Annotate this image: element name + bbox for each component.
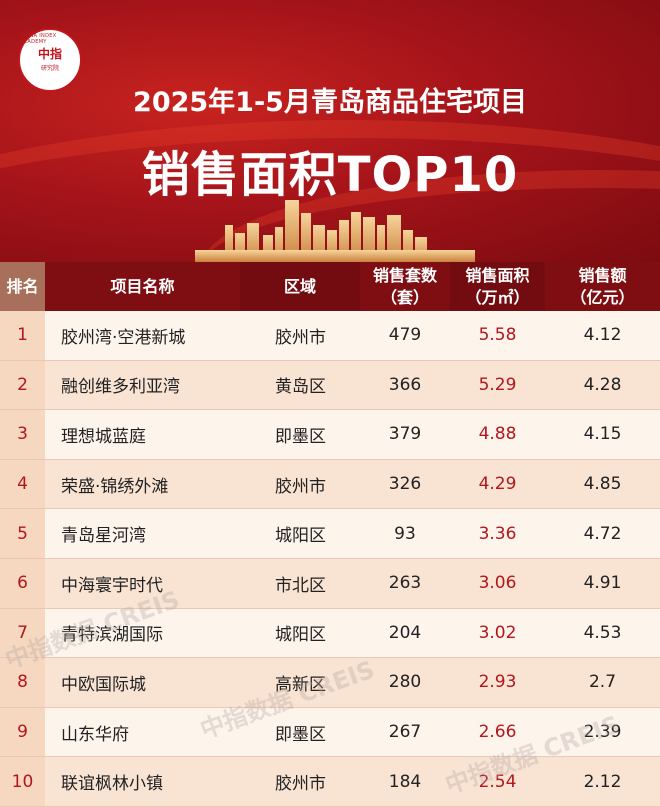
table-row: 5 青岛星河湾 城阳区 93 3.36 4.72 bbox=[0, 509, 660, 559]
sales-cell: 4.53 bbox=[583, 622, 622, 643]
units-cell: 479 bbox=[388, 325, 422, 346]
project-name-cell: 融创维多利亚湾 bbox=[61, 377, 180, 398]
banner: CHINA INDEX ACADEMY 中指 研究院 2025年1-5月青岛商品… bbox=[0, 0, 660, 262]
units-cell: 379 bbox=[388, 424, 422, 445]
sales-cell: 4.91 bbox=[583, 573, 622, 594]
sales-cell: 4.85 bbox=[583, 474, 622, 495]
project-name-cell: 联谊枫林小镇 bbox=[61, 774, 163, 795]
table-row: 3 理想城蓝庭 即墨区 379 4.88 4.15 bbox=[0, 410, 660, 460]
sales-cell: 4.12 bbox=[583, 325, 622, 346]
district-cell: 高新区 bbox=[275, 674, 326, 695]
rank-cell: 9 bbox=[0, 707, 45, 757]
area-cell: 2.54 bbox=[478, 771, 517, 792]
title-line2: 销售面积TOP10 bbox=[141, 147, 519, 203]
district-cell: 即墨区 bbox=[275, 426, 326, 447]
rank-cell: 10 bbox=[0, 757, 45, 806]
units-cell: 267 bbox=[388, 722, 422, 743]
area-cell: 4.29 bbox=[478, 474, 517, 495]
ranking-table: 排名 项目名称 区域 销售套数 （套） 销售面积 （万㎡） 销售额 （亿元） 1… bbox=[0, 262, 660, 807]
sales-cell: 2.7 bbox=[588, 672, 617, 693]
table-row: 7 青特滨湖国际 城阳区 204 3.02 4.53 bbox=[0, 608, 660, 659]
area-cell: 3.06 bbox=[478, 573, 517, 594]
district-cell: 胶州市 bbox=[275, 327, 326, 348]
area-cell: 4.88 bbox=[478, 424, 517, 445]
logo: CHINA INDEX ACADEMY 中指 研究院 bbox=[18, 28, 82, 92]
units-cell: 204 bbox=[388, 622, 422, 643]
header-units: 销售套数 （套） bbox=[360, 262, 450, 311]
units-cell: 280 bbox=[388, 672, 422, 693]
district-cell: 胶州市 bbox=[275, 774, 326, 795]
project-name-cell: 山东华府 bbox=[61, 724, 129, 745]
district-cell: 胶州市 bbox=[275, 476, 326, 497]
table-row: 10 联谊枫林小镇 胶州市 184 2.54 2.12 bbox=[0, 757, 660, 807]
logo-sub: 研究院 bbox=[40, 65, 59, 72]
table-row: 9 山东华府 即墨区 267 2.66 2.39 bbox=[0, 707, 660, 758]
units-cell: 263 bbox=[388, 573, 422, 594]
rank-cell: 7 bbox=[0, 608, 45, 658]
rank-cell: 1 bbox=[0, 311, 45, 360]
district-cell: 黄岛区 bbox=[275, 377, 326, 398]
rank-cell: 6 bbox=[0, 558, 45, 608]
area-cell: 5.29 bbox=[478, 374, 517, 395]
area-cell: 5.58 bbox=[478, 325, 517, 346]
project-name-cell: 青岛星河湾 bbox=[61, 526, 146, 547]
rank-cell: 8 bbox=[0, 658, 45, 707]
district-cell: 城阳区 bbox=[275, 526, 326, 547]
rank-cell: 2 bbox=[0, 360, 45, 410]
area-cell: 3.02 bbox=[478, 622, 517, 643]
area-cell: 3.36 bbox=[478, 523, 517, 544]
area-cell: 2.66 bbox=[478, 722, 517, 743]
header-name: 项目名称 bbox=[45, 262, 240, 311]
sales-cell: 4.72 bbox=[583, 523, 622, 544]
table-row: 6 中海寰宇时代 市北区 263 3.06 4.91 bbox=[0, 558, 660, 609]
header-district: 区域 bbox=[240, 262, 360, 311]
units-cell: 184 bbox=[388, 771, 422, 792]
table-row: 2 融创维多利亚湾 黄岛区 366 5.29 4.28 bbox=[0, 360, 660, 411]
project-name-cell: 理想城蓝庭 bbox=[61, 426, 146, 447]
units-cell: 366 bbox=[388, 374, 422, 395]
district-cell: 城阳区 bbox=[275, 625, 326, 646]
table-row: 1 胶州湾·空港新城 胶州市 479 5.58 4.12 bbox=[0, 311, 660, 361]
project-name-cell: 中海寰宇时代 bbox=[61, 575, 163, 596]
header-rank: 排名 bbox=[0, 262, 45, 311]
header-sales: 销售额 （亿元） bbox=[545, 262, 660, 311]
rank-cell: 4 bbox=[0, 459, 45, 509]
sales-cell: 4.28 bbox=[583, 374, 622, 395]
city-skyline-image bbox=[195, 200, 475, 262]
sales-cell: 2.39 bbox=[583, 722, 622, 743]
logo-text: 中指 bbox=[37, 47, 62, 61]
sales-cell: 2.12 bbox=[583, 771, 622, 792]
sales-cell: 4.15 bbox=[583, 424, 622, 445]
units-cell: 93 bbox=[394, 523, 416, 544]
header-area: 销售面积 （万㎡） bbox=[450, 262, 545, 311]
table-row: 8 中欧国际城 高新区 280 2.93 2.7 bbox=[0, 658, 660, 708]
table-row: 4 荣盛·锦绣外滩 胶州市 326 4.29 4.85 bbox=[0, 459, 660, 510]
rank-cell: 5 bbox=[0, 509, 45, 558]
district-cell: 即墨区 bbox=[275, 724, 326, 745]
project-name-cell: 荣盛·锦绣外滩 bbox=[61, 476, 169, 497]
district-cell: 市北区 bbox=[275, 575, 326, 596]
project-name-cell: 中欧国际城 bbox=[61, 674, 146, 695]
project-name-cell: 胶州湾·空港新城 bbox=[61, 327, 186, 348]
table-header: 排名 项目名称 区域 销售套数 （套） 销售面积 （万㎡） 销售额 （亿元） bbox=[0, 262, 660, 311]
title-line1: 2025年1-5月青岛商品住宅项目 bbox=[133, 87, 527, 118]
rank-cell: 3 bbox=[0, 410, 45, 459]
area-cell: 2.93 bbox=[478, 672, 517, 693]
project-name-cell: 青特滨湖国际 bbox=[61, 625, 163, 646]
units-cell: 326 bbox=[388, 474, 422, 495]
logo-ring-text: CHINA INDEX ACADEMY bbox=[20, 33, 57, 45]
